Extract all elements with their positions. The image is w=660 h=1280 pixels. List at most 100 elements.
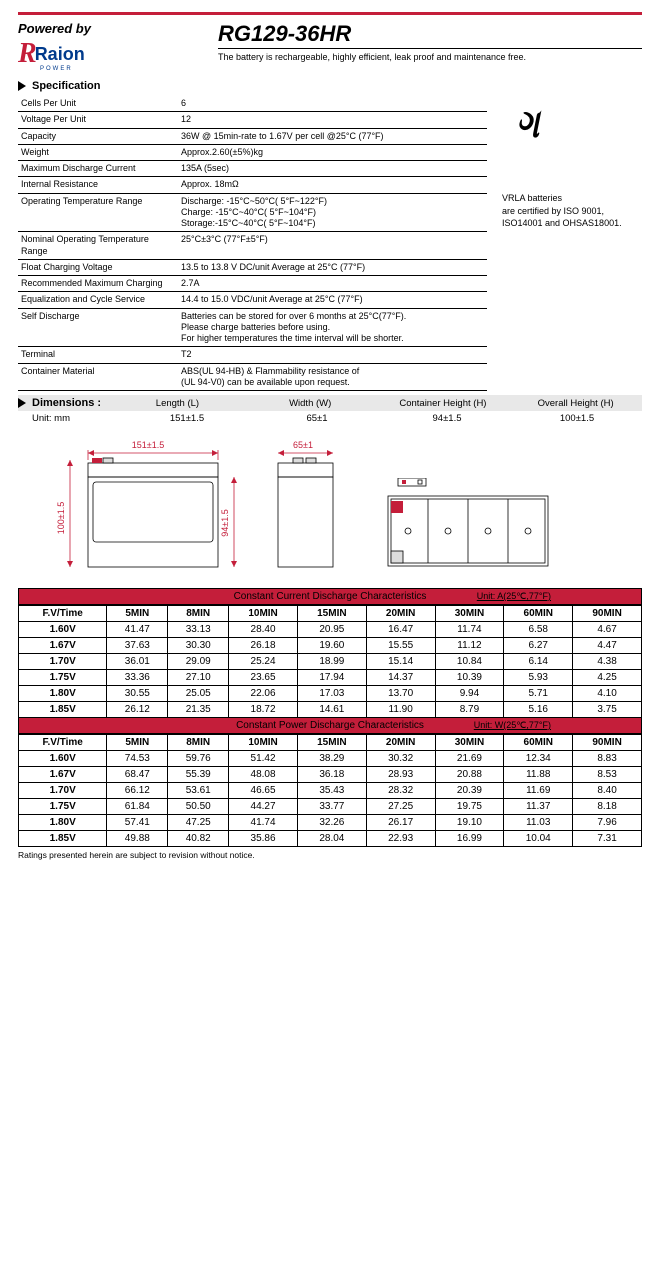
table-cell: 30.55 [107,686,168,702]
table-head: F.V/Time [19,735,107,751]
table-cell: 21.69 [435,751,504,767]
table-cell: 11.12 [435,638,504,654]
table-cell: 16.99 [435,831,504,847]
table-cell: 4.38 [573,654,642,670]
table2-unit: Unit: W(25℃,77°F) [474,720,551,731]
table1-title-bar: Constant Current Discharge Characteristi… [18,588,642,605]
spec-label: Maximum Discharge Current [18,161,178,177]
discharge-table-2: F.V/Time5MIN8MIN10MIN15MIN20MIN30MIN60MI… [18,734,642,847]
table-cell: 8.79 [435,702,504,718]
spec-value: 2.7A [178,276,487,292]
table-cell: 41.47 [107,622,168,638]
dim-unit: Unit: mm [32,413,122,424]
table-cell: 49.88 [107,831,168,847]
table-cell: 1.75V [19,670,107,686]
spec-label: Internal Resistance [18,177,178,193]
table-cell: 8.18 [573,799,642,815]
table-cell: 11.88 [504,767,573,783]
spec-label: Equalization and Cycle Service [18,292,178,308]
table-cell: 6.27 [504,638,573,654]
cert-line: are certified by ISO 9001, [502,205,642,218]
table-cell: 22.93 [366,831,435,847]
dim-col-head: Overall Height (H) [509,398,642,409]
spec-label: Recommended Maximum Charging [18,276,178,292]
table-head: 90MIN [573,735,642,751]
table-cell: 4.10 [573,686,642,702]
table-head: 60MIN [504,735,573,751]
spec-value: 13.5 to 13.8 V DC/unit Average at 25°C (… [178,259,487,275]
table-cell: 47.25 [168,815,229,831]
logo-brand: Raion [35,44,85,65]
table-cell: 19.60 [297,638,366,654]
svg-text:151±1.5: 151±1.5 [132,440,164,450]
table-cell: 25.24 [229,654,298,670]
table-cell: 36.18 [297,767,366,783]
spec-label: Operating Temperature Range [18,193,178,232]
table-head: 8MIN [168,735,229,751]
table-cell: 51.42 [229,751,298,767]
table-cell: 26.12 [107,702,168,718]
triangle-icon [18,81,26,91]
table-cell: 15.55 [366,638,435,654]
dim-col-head: Length (L) [111,398,244,409]
table-head: 20MIN [366,606,435,622]
table-cell: 20.95 [297,622,366,638]
table-cell: 1.70V [19,654,107,670]
discharge-table-1: F.V/Time5MIN8MIN10MIN15MIN20MIN30MIN60MI… [18,605,642,718]
table-cell: 6.14 [504,654,573,670]
table-head: 60MIN [504,606,573,622]
table-cell: 11.90 [366,702,435,718]
spec-value: T2 [178,347,487,363]
dim-values-row: Unit: mm 151±1.565±194±1.5100±1.5 [18,411,642,430]
spec-label: Weight [18,144,178,160]
spec-value: ABS(UL 94-HB) & Flammability resistance … [178,363,487,391]
table-cell: 55.39 [168,767,229,783]
table-head: 30MIN [435,606,504,622]
table2-title-bar: Constant Power Discharge Characteristics… [18,718,642,734]
table-head: 10MIN [229,735,298,751]
table-cell: 10.39 [435,670,504,686]
dimension-drawings: 151±1.5 100±1.5 94±1.5 65±1 [18,430,642,588]
spec-label: Container Material [18,363,178,391]
spec-value: 36W @ 15min-rate to 1.67V per cell @25°C… [178,128,487,144]
table-cell: 32.26 [297,815,366,831]
spec-value: Approx.2.60(±5%)kg [178,144,487,160]
table-cell: 8.53 [573,767,642,783]
table-cell: 1.67V [19,638,107,654]
table-cell: 18.99 [297,654,366,670]
table-cell: 22.06 [229,686,298,702]
table-cell: 11.74 [435,622,504,638]
table-cell: 4.47 [573,638,642,654]
table-cell: 68.47 [107,767,168,783]
table1-title: Constant Current Discharge Characteristi… [234,591,427,602]
table-cell: 15.14 [366,654,435,670]
table-cell: 48.08 [229,767,298,783]
powered-by-text: Powered by [18,21,198,36]
table-head: 15MIN [297,735,366,751]
front-view-drawing: 151±1.5 100±1.5 94±1.5 [48,438,238,578]
table-cell: 9.94 [435,686,504,702]
table-head: 15MIN [297,606,366,622]
triangle-icon [18,398,26,408]
table-cell: 66.12 [107,783,168,799]
table-cell: 20.88 [435,767,504,783]
table-cell: 36.01 [107,654,168,670]
table-cell: 5.71 [504,686,573,702]
table2-title: Constant Power Discharge Characteristics [236,720,424,731]
title-block: RG129-36HR The battery is rechargeable, … [218,21,642,64]
table-cell: 28.04 [297,831,366,847]
table-cell: 35.86 [229,831,298,847]
table-cell: 26.18 [229,638,298,654]
table-cell: 53.61 [168,783,229,799]
spec-label: Nominal Operating Temperature Range [18,232,178,260]
table-cell: 11.03 [504,815,573,831]
table-cell: 3.75 [573,702,642,718]
spec-value: 6 [178,96,487,112]
table-cell: 27.25 [366,799,435,815]
spec-label: Terminal [18,347,178,363]
dim-value: 65±1 [252,413,382,424]
spec-heading: Specification [18,80,642,92]
logo-sub: POWER [40,66,198,72]
table-cell: 14.37 [366,670,435,686]
spec-value: Approx. 18mΩ [178,177,487,193]
